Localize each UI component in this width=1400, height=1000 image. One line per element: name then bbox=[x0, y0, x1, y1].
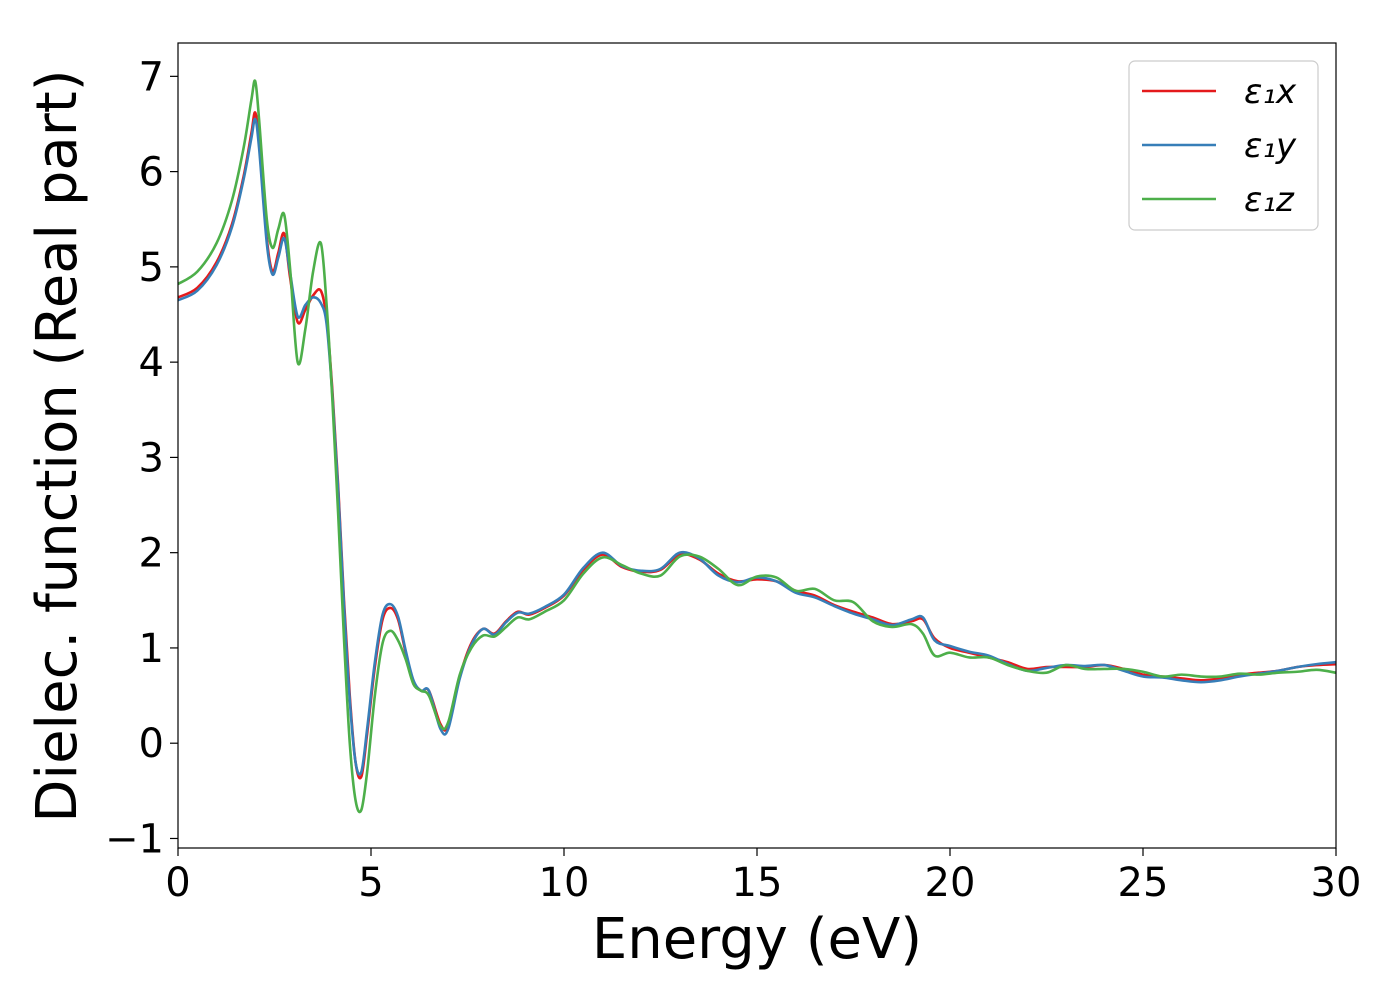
y-axis-label: Dielec. function (Real part) bbox=[25, 69, 90, 822]
x-tick-label: 25 bbox=[1118, 860, 1169, 906]
x-axis-label: Energy (eV) bbox=[592, 907, 922, 972]
x-tick-label: 0 bbox=[165, 860, 190, 906]
y-tick-label: 4 bbox=[139, 340, 164, 386]
x-tick-label: 30 bbox=[1311, 860, 1362, 906]
y-tick-label: 3 bbox=[139, 435, 164, 481]
legend: ε₁x ε₁y ε₁z bbox=[1128, 60, 1319, 231]
y-tick-label: 6 bbox=[139, 150, 164, 196]
legend-box bbox=[1128, 60, 1319, 231]
y-axis-ticks: −1 0 1 2 3 4 5 6 7 bbox=[105, 54, 178, 862]
x-tick-label: 10 bbox=[539, 860, 590, 906]
x-tick-label: 15 bbox=[732, 860, 783, 906]
y-tick-label: 0 bbox=[139, 721, 164, 767]
x-tick-label: 5 bbox=[358, 860, 383, 906]
plot-lines bbox=[178, 79, 1336, 814]
legend-label-1: ε₁x bbox=[1244, 72, 1297, 112]
legend-label-3: ε₁z bbox=[1244, 180, 1295, 220]
series-line-3 bbox=[178, 79, 1336, 814]
y-tick-label: −1 bbox=[105, 816, 164, 862]
y-tick-label: 5 bbox=[139, 245, 164, 291]
legend-label-2: ε₁y bbox=[1244, 126, 1297, 166]
y-tick-label: 7 bbox=[139, 54, 164, 100]
y-tick-label: 1 bbox=[139, 626, 164, 672]
x-axis-ticks: 0 5 10 15 20 25 30 bbox=[165, 848, 1361, 906]
y-tick-label: 2 bbox=[139, 531, 164, 577]
x-tick-label: 20 bbox=[925, 860, 976, 906]
